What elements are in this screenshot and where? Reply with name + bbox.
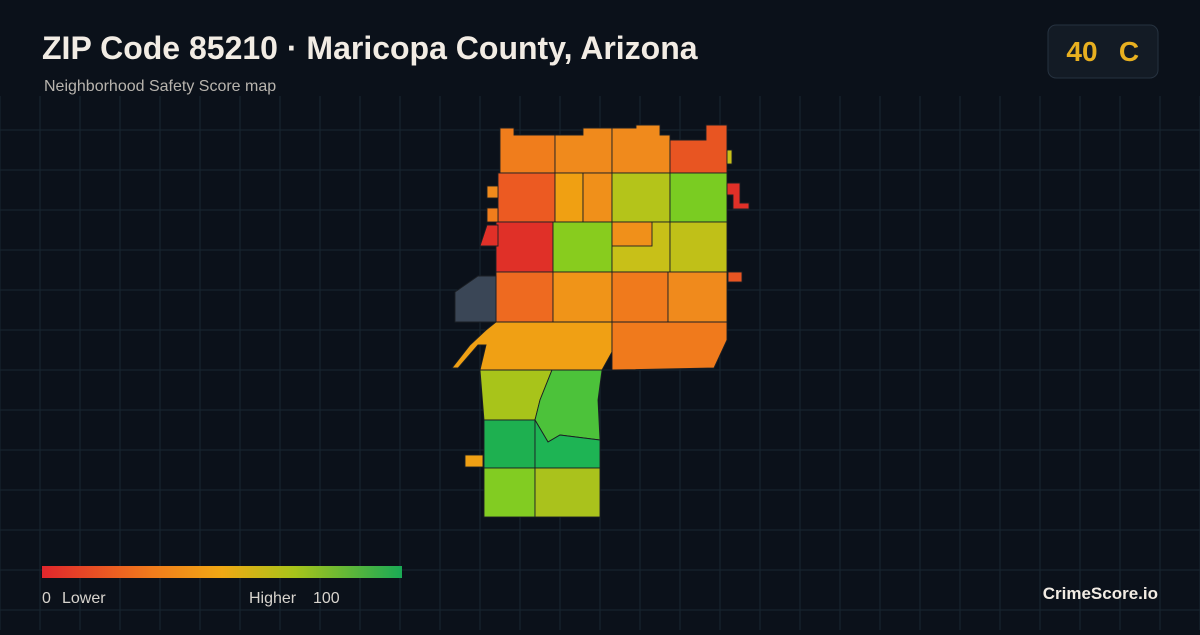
tract — [611, 271, 669, 323]
tract — [486, 207, 499, 223]
tract — [611, 321, 728, 371]
zip-map — [451, 124, 750, 518]
brand: CrimeScore.io — [1043, 584, 1158, 603]
legend-max-label: Higher — [249, 590, 297, 607]
header-band — [0, 0, 1200, 96]
tract — [464, 454, 484, 468]
tract — [582, 172, 613, 223]
tract — [669, 221, 728, 273]
tract — [483, 419, 536, 469]
subtitle: Neighborhood Safety Score map — [44, 78, 276, 95]
tract — [486, 185, 499, 199]
tract — [726, 182, 750, 210]
tract — [534, 467, 601, 518]
score-value: 40 — [1066, 36, 1097, 67]
tract — [611, 172, 671, 223]
legend-scale — [42, 566, 402, 578]
tract — [497, 172, 556, 223]
tract — [483, 467, 536, 518]
legend-min-label: Lower — [62, 590, 106, 607]
tract — [499, 127, 556, 174]
legend-min: 0 — [42, 590, 51, 607]
tract — [667, 271, 728, 323]
tract — [479, 224, 499, 247]
tract — [495, 271, 554, 323]
tract — [727, 271, 743, 283]
tract — [669, 172, 728, 223]
tract — [552, 221, 613, 273]
legend-max: 100 — [313, 590, 340, 607]
score-badge — [1047, 24, 1159, 79]
tract — [554, 172, 584, 223]
tract — [726, 149, 733, 165]
score-grade: C — [1119, 36, 1139, 67]
tract — [554, 127, 613, 174]
tract — [495, 221, 554, 273]
tract — [454, 275, 497, 323]
title: ZIP Code 85210 · Maricopa County, Arizon… — [42, 30, 698, 66]
tract — [552, 271, 613, 323]
tract — [611, 221, 653, 247]
